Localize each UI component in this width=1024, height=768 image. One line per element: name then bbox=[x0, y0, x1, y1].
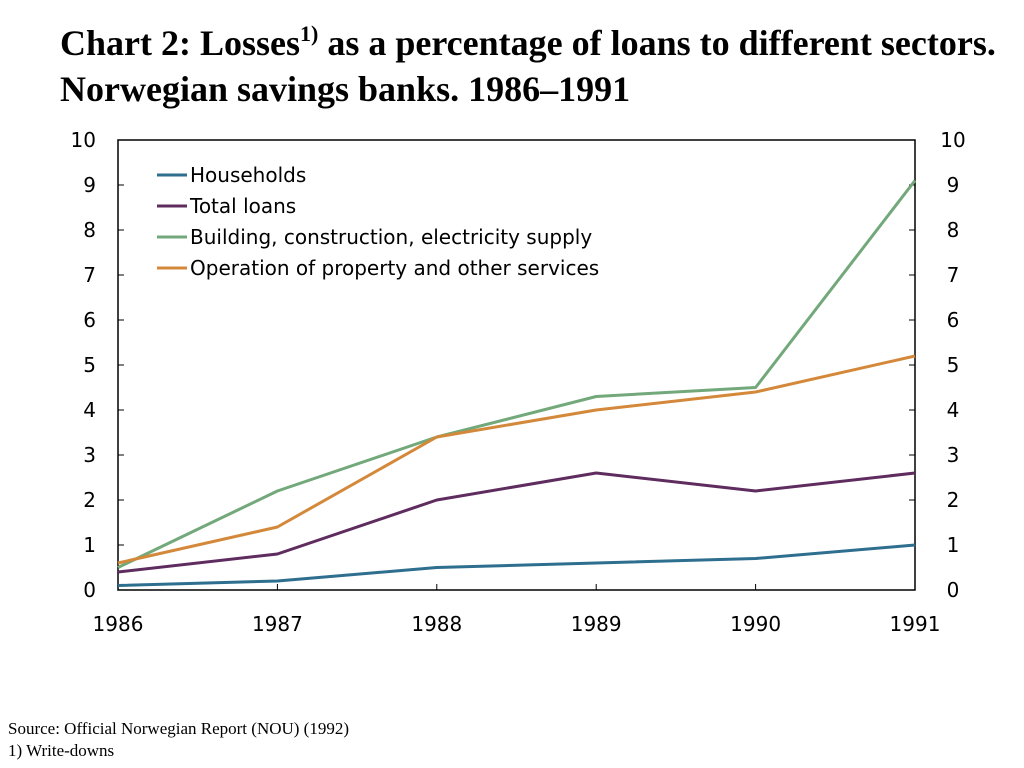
y-tick-label-left: 8 bbox=[83, 218, 96, 242]
legend-label: Households bbox=[190, 163, 306, 187]
y-tick-label-left: 6 bbox=[83, 308, 96, 332]
y-tick-label-right: 10 bbox=[940, 128, 965, 152]
y-tick-label-right: 0 bbox=[947, 578, 960, 602]
y-tick-label-right: 9 bbox=[947, 173, 960, 197]
y-tick-label-left: 3 bbox=[83, 443, 96, 467]
y-tick-label-right: 4 bbox=[947, 398, 960, 422]
chart-footer: Source: Official Norwegian Report (NOU) … bbox=[8, 718, 349, 762]
series-line-2 bbox=[117, 179, 917, 569]
y-tick-label-right: 1 bbox=[947, 533, 960, 557]
series-line-0 bbox=[117, 543, 916, 587]
x-tick-label: 1991 bbox=[890, 612, 941, 636]
legend-label: Total loans bbox=[189, 194, 296, 218]
x-tick-label: 1989 bbox=[571, 612, 622, 636]
series-line-3 bbox=[117, 354, 916, 565]
y-tick-label-left: 1 bbox=[83, 533, 96, 557]
y-tick-label-left: 0 bbox=[83, 578, 96, 602]
y-tick-label-left: 4 bbox=[83, 398, 96, 422]
y-tick-label-left: 5 bbox=[83, 353, 96, 377]
y-tick-label-right: 3 bbox=[947, 443, 960, 467]
series-line-1 bbox=[117, 471, 916, 574]
y-tick-label-right: 7 bbox=[947, 263, 960, 287]
y-tick-label-right: 2 bbox=[947, 488, 960, 512]
y-tick-label-right: 8 bbox=[947, 218, 960, 242]
legend-label: Building, construction, electricity supp… bbox=[190, 225, 592, 249]
y-tick-label-right: 5 bbox=[947, 353, 960, 377]
x-tick-label: 1986 bbox=[93, 612, 144, 636]
legend-label: Operation of property and other services bbox=[190, 256, 599, 280]
y-tick-label-right: 6 bbox=[947, 308, 960, 332]
x-tick-label: 1988 bbox=[411, 612, 462, 636]
chart-title: Chart 2: Losses1) as a percentage of loa… bbox=[60, 20, 1000, 112]
y-tick-label-left: 10 bbox=[71, 128, 96, 152]
chart-title-superscript: 1) bbox=[300, 21, 319, 46]
x-tick-label: 1987 bbox=[252, 612, 303, 636]
source-note: Source: Official Norwegian Report (NOU) … bbox=[8, 719, 350, 738]
footnote: 1) Write-downs bbox=[8, 741, 115, 760]
y-tick-label-left: 7 bbox=[83, 263, 96, 287]
chart-title-prefix: Chart 2: Losses bbox=[60, 23, 300, 63]
y-tick-label-left: 9 bbox=[83, 173, 96, 197]
x-tick-label: 1990 bbox=[730, 612, 781, 636]
y-tick-label-left: 2 bbox=[83, 488, 96, 512]
chart-title-rest: as a percentage of loans to different se… bbox=[60, 23, 996, 109]
